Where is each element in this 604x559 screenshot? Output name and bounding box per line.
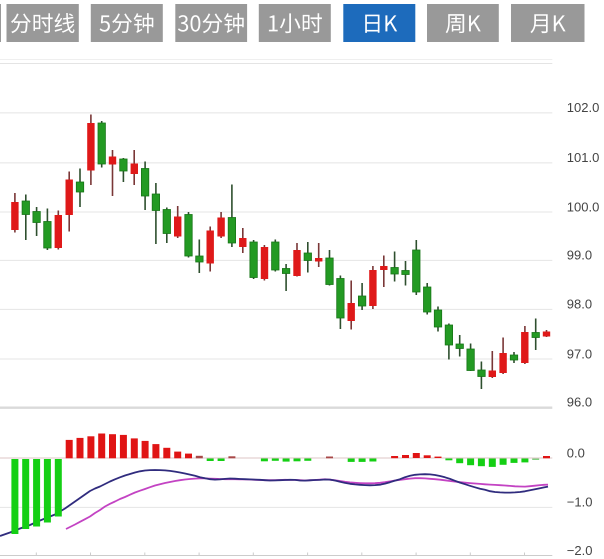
svg-text:100.0: 100.0 [567,199,600,214]
svg-text:−2.0: −2.0 [567,543,593,558]
svg-text:0.0: 0.0 [567,445,585,460]
svg-text:102.0: 102.0 [567,100,600,115]
svg-text:98.0: 98.0 [567,297,592,312]
svg-text:96.0: 96.0 [567,395,592,410]
svg-text:−1.0: −1.0 [567,495,593,510]
svg-text:101.0: 101.0 [567,150,600,165]
svg-text:97.0: 97.0 [567,346,592,361]
svg-text:99.0: 99.0 [567,248,592,263]
